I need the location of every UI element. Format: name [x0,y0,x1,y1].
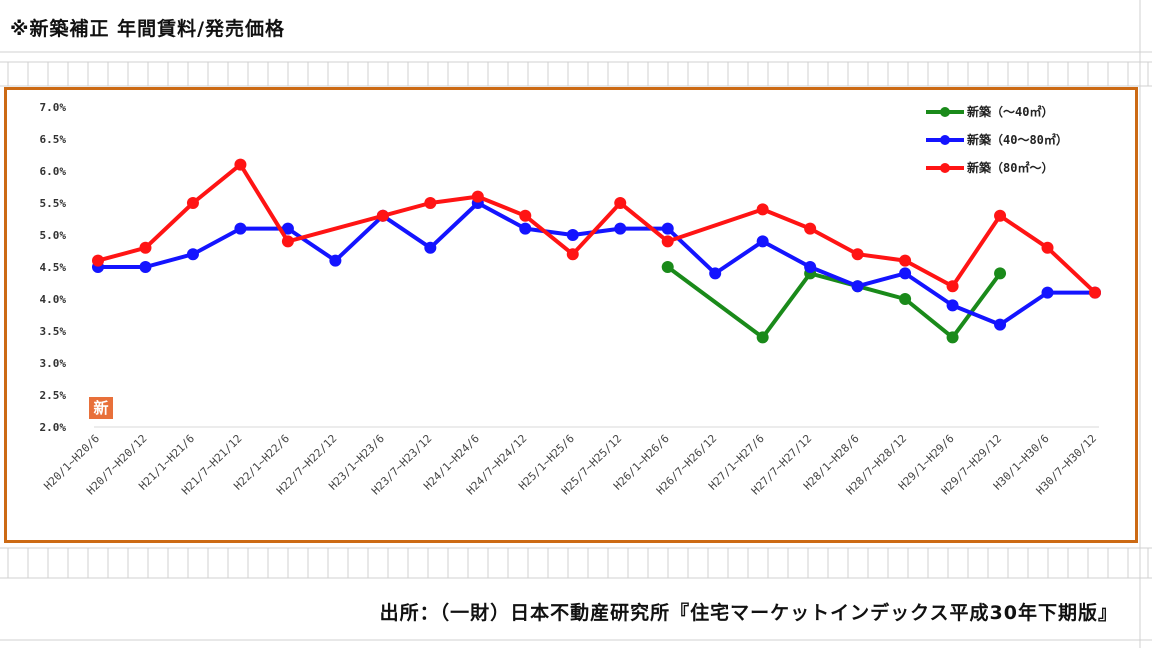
page-title: ※新築補正 年間賃料/発売価格 [10,18,286,40]
series-line [98,201,1095,327]
data-point [92,254,104,267]
legend-label: 新築（～40㎡） [967,104,1053,119]
data-point [566,248,579,261]
data-point [756,331,769,344]
data-point [899,293,912,305]
data-point [804,261,817,273]
series-line [97,162,1097,295]
data-point [139,241,152,254]
y-tick-label: 5.5% [40,197,67,210]
data-point [946,280,959,293]
legend-label: 新築（40～80㎡） [967,132,1068,147]
data-point [471,190,484,203]
legend-swatch-marker [940,135,950,145]
data-point [756,203,769,216]
data-point [281,235,294,248]
series-1 [92,197,1101,331]
y-tick-label: 6.5% [40,133,67,146]
data-point [519,222,532,235]
data-point [234,222,247,235]
data-point [139,261,152,273]
data-point [614,222,627,235]
data-point [804,222,817,235]
data-point [186,197,199,209]
data-point [851,248,864,261]
y-tick-label: 7.0% [40,101,67,114]
y-tick-label: 5.0% [40,229,67,242]
data-point [566,229,579,241]
data-point [234,158,247,171]
data-point [899,267,912,280]
legend-swatch-marker [940,163,950,173]
data-point [424,197,437,209]
data-point [1041,286,1054,299]
data-point [424,241,437,254]
data-point [661,261,674,273]
data-point [376,209,389,222]
data-point [709,267,722,280]
data-point [994,318,1007,331]
y-tick-label: 3.0% [40,357,67,370]
data-point [1041,241,1054,254]
legend-swatch-marker [940,107,950,117]
legend-label: 新築（80㎡～） [967,160,1053,175]
data-point [946,331,959,344]
data-point [661,235,674,248]
chart-frame [4,87,1138,543]
y-tick-label: 6.0% [40,165,67,178]
data-point [519,209,532,222]
y-tick-label: 2.0% [40,421,67,434]
data-point [756,235,769,248]
y-tick-label: 2.5% [40,389,67,402]
series-2 [92,158,1101,299]
data-point [1089,286,1101,299]
y-tick-label: 3.5% [40,325,67,338]
data-point [994,209,1007,222]
data-point [186,248,199,261]
data-point [994,267,1007,280]
source-note: 出所：（一財）日本不動産研究所『住宅マーケットインデックス平成30年下期版』 [379,602,1118,624]
y-tick-label: 4.0% [40,293,67,306]
data-point [329,254,342,267]
data-point [661,222,674,235]
y-tick-label: 4.5% [40,261,67,274]
data-point [281,222,294,235]
data-point [899,254,912,267]
data-point [851,280,864,293]
data-point [614,197,627,209]
new-badge: 新 [89,397,113,419]
data-point [946,299,959,312]
